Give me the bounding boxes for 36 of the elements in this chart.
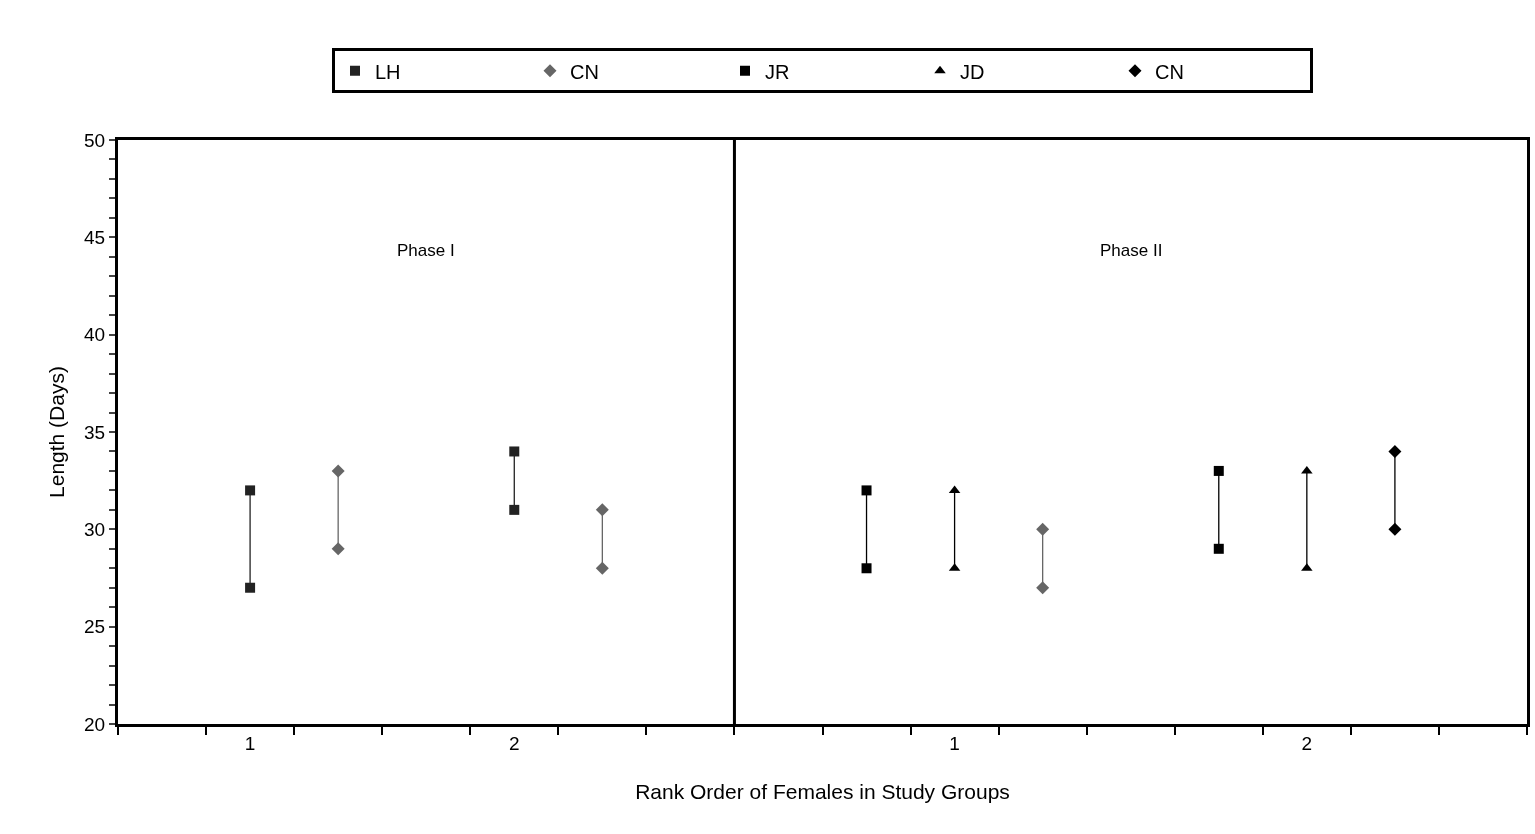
y-tick-label: 35 xyxy=(84,421,106,443)
x-tick-label: 1 xyxy=(244,732,256,754)
annotation: Phase I xyxy=(397,241,455,260)
point xyxy=(1388,444,1402,458)
point xyxy=(595,561,609,575)
point xyxy=(1213,543,1224,554)
annotation: Phase II xyxy=(1100,241,1163,260)
point xyxy=(1036,522,1050,536)
point xyxy=(1036,581,1050,595)
point xyxy=(595,503,609,517)
legend-label: CN xyxy=(1155,60,1184,83)
y-tick-label: 25 xyxy=(84,616,106,638)
point xyxy=(1213,465,1224,476)
y-tick-label: 30 xyxy=(84,518,106,540)
x-tick-label: 2 xyxy=(508,732,520,754)
point xyxy=(1388,522,1402,536)
y-tick-label: 20 xyxy=(84,713,106,735)
y-tick-label: 50 xyxy=(84,129,106,151)
point xyxy=(245,485,256,496)
point xyxy=(331,542,345,556)
x-tick-label: 1 xyxy=(949,732,960,754)
legend-label: LH xyxy=(375,60,401,83)
point xyxy=(509,504,520,515)
legend-label: JR xyxy=(765,60,790,83)
x-axis-title: Rank Order of Females in Study Groups xyxy=(635,780,1010,803)
y-tick-label: 40 xyxy=(84,324,106,346)
y-tick-label: 45 xyxy=(84,226,106,248)
legend-label: JD xyxy=(960,60,985,83)
point xyxy=(861,485,872,496)
x-tick-label: 2 xyxy=(1301,732,1313,754)
legend-label: CN xyxy=(570,60,599,83)
point xyxy=(331,464,345,478)
y-axis-title: Length (Days) xyxy=(45,366,68,498)
point xyxy=(509,446,520,457)
point xyxy=(245,582,256,593)
point xyxy=(861,563,872,574)
